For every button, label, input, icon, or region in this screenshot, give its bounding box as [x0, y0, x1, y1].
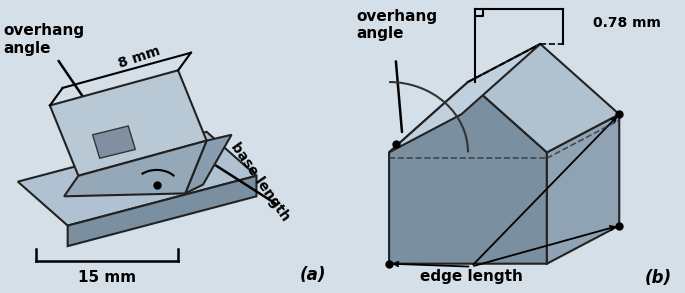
Text: edge length: edge length	[420, 269, 523, 284]
Text: 15 mm: 15 mm	[78, 270, 136, 285]
Text: 8 mm: 8 mm	[116, 44, 162, 71]
Polygon shape	[547, 114, 619, 264]
Polygon shape	[92, 126, 136, 158]
Polygon shape	[468, 44, 619, 152]
Text: overhang
angle: overhang angle	[3, 23, 85, 56]
Text: 0.78 mm: 0.78 mm	[593, 16, 661, 30]
Polygon shape	[389, 44, 540, 152]
Polygon shape	[64, 141, 207, 196]
Text: base length: base length	[228, 140, 292, 224]
Text: (a): (a)	[300, 266, 327, 285]
Text: overhang
angle: overhang angle	[356, 9, 437, 41]
Polygon shape	[18, 132, 256, 226]
Polygon shape	[185, 135, 232, 193]
Polygon shape	[50, 70, 207, 176]
Text: (b): (b)	[645, 269, 672, 287]
Polygon shape	[389, 82, 547, 264]
Polygon shape	[68, 176, 256, 246]
